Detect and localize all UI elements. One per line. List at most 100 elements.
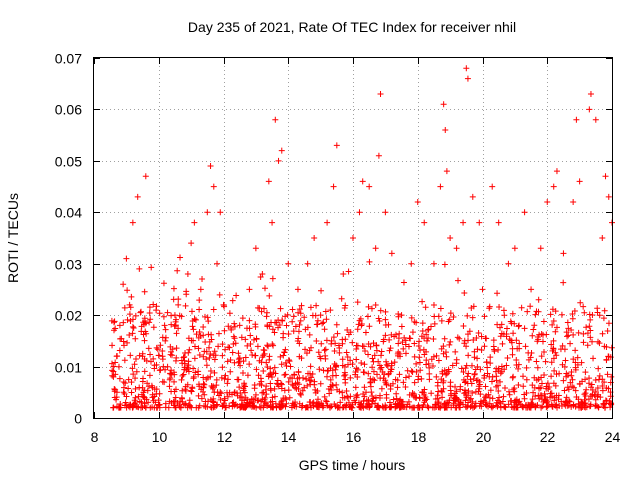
roti-point	[470, 337, 477, 344]
roti-point	[203, 362, 210, 369]
roti-point	[255, 372, 262, 379]
roti-point	[289, 381, 296, 388]
roti-point	[420, 389, 427, 396]
roti-point	[532, 393, 539, 400]
roti-point	[111, 385, 118, 392]
roti-point	[467, 395, 474, 402]
roti-point	[226, 402, 233, 409]
roti-point	[552, 308, 559, 315]
roti-point	[580, 339, 587, 346]
roti-peak-point	[573, 116, 580, 123]
roti-point	[495, 387, 502, 394]
roti-point	[276, 322, 283, 329]
roti-point	[128, 379, 135, 386]
roti-point	[461, 379, 468, 386]
roti-point	[452, 383, 459, 390]
roti-point	[296, 353, 303, 360]
y-tick-label: 0	[74, 411, 82, 427]
roti-point	[235, 376, 242, 383]
roti-point	[295, 369, 302, 376]
roti-point	[501, 312, 508, 319]
roti-point	[301, 384, 308, 391]
roti-point	[581, 396, 588, 403]
roti-point	[589, 338, 596, 345]
roti-point	[533, 308, 540, 315]
roti-point	[426, 376, 433, 383]
roti-point	[367, 383, 374, 390]
roti-point	[516, 322, 523, 329]
roti-point	[182, 400, 189, 407]
roti-point	[550, 380, 557, 387]
roti-point	[561, 363, 568, 370]
roti-point	[352, 384, 359, 391]
roti-point	[499, 398, 506, 405]
roti-point	[146, 372, 153, 379]
data-points	[108, 65, 615, 411]
roti-point	[362, 348, 369, 355]
roti-point	[441, 400, 448, 407]
roti-point	[146, 310, 153, 317]
roti-peak-point	[388, 250, 395, 257]
x-tick-label: 10	[152, 429, 168, 445]
roti-point	[327, 383, 334, 390]
roti-point	[317, 380, 324, 387]
roti-point	[188, 388, 195, 395]
roti-point	[476, 402, 483, 409]
roti-point	[456, 335, 463, 342]
roti-point	[335, 342, 342, 349]
roti-point	[484, 370, 491, 377]
roti-point	[128, 389, 135, 396]
roti-point	[192, 316, 199, 323]
roti-point	[561, 387, 568, 394]
roti-point	[464, 373, 471, 380]
roti-point	[116, 375, 123, 382]
roti-point	[146, 319, 153, 326]
roti-point	[227, 368, 234, 375]
roti-peak-point	[421, 219, 428, 226]
roti-point	[572, 347, 579, 354]
roti-peak-point	[382, 209, 389, 216]
roti-point	[445, 402, 452, 409]
roti-point	[400, 345, 407, 352]
x-tick-label: 20	[476, 429, 492, 445]
roti-point	[171, 388, 178, 395]
roti-point	[538, 380, 545, 387]
roti-point	[193, 331, 200, 338]
roti-point	[564, 384, 571, 391]
roti-point	[569, 383, 576, 390]
roti-point	[460, 401, 467, 408]
roti-peak-point	[317, 312, 324, 319]
roti-point	[281, 349, 288, 356]
roti-point	[201, 381, 208, 388]
roti-point	[264, 342, 271, 349]
roti-point	[582, 369, 589, 376]
roti-point	[599, 330, 606, 337]
roti-point	[159, 378, 166, 385]
roti-point	[393, 390, 400, 397]
roti-point	[594, 305, 601, 312]
roti-point	[342, 336, 349, 343]
roti-point	[254, 343, 261, 350]
roti-point	[239, 315, 246, 322]
roti-point	[523, 364, 530, 371]
roti-point	[216, 291, 223, 298]
y-tick-label: 0.04	[55, 205, 82, 221]
roti-point	[210, 398, 217, 405]
roti-point	[443, 371, 450, 378]
roti-point	[584, 342, 591, 349]
roti-point	[341, 372, 348, 379]
roti-point	[140, 331, 147, 338]
roti-point	[605, 320, 612, 327]
roti-point	[483, 359, 490, 366]
roti-point	[422, 393, 429, 400]
roti-point	[120, 319, 127, 326]
roti-point	[341, 394, 348, 401]
roti-point	[333, 362, 340, 369]
roti-point	[537, 392, 544, 399]
roti-point	[132, 385, 139, 392]
roti-point	[297, 317, 304, 324]
x-tick-label: 16	[346, 429, 362, 445]
roti-point	[269, 326, 276, 333]
roti-peak-point	[495, 219, 502, 226]
roti-point	[501, 385, 508, 392]
